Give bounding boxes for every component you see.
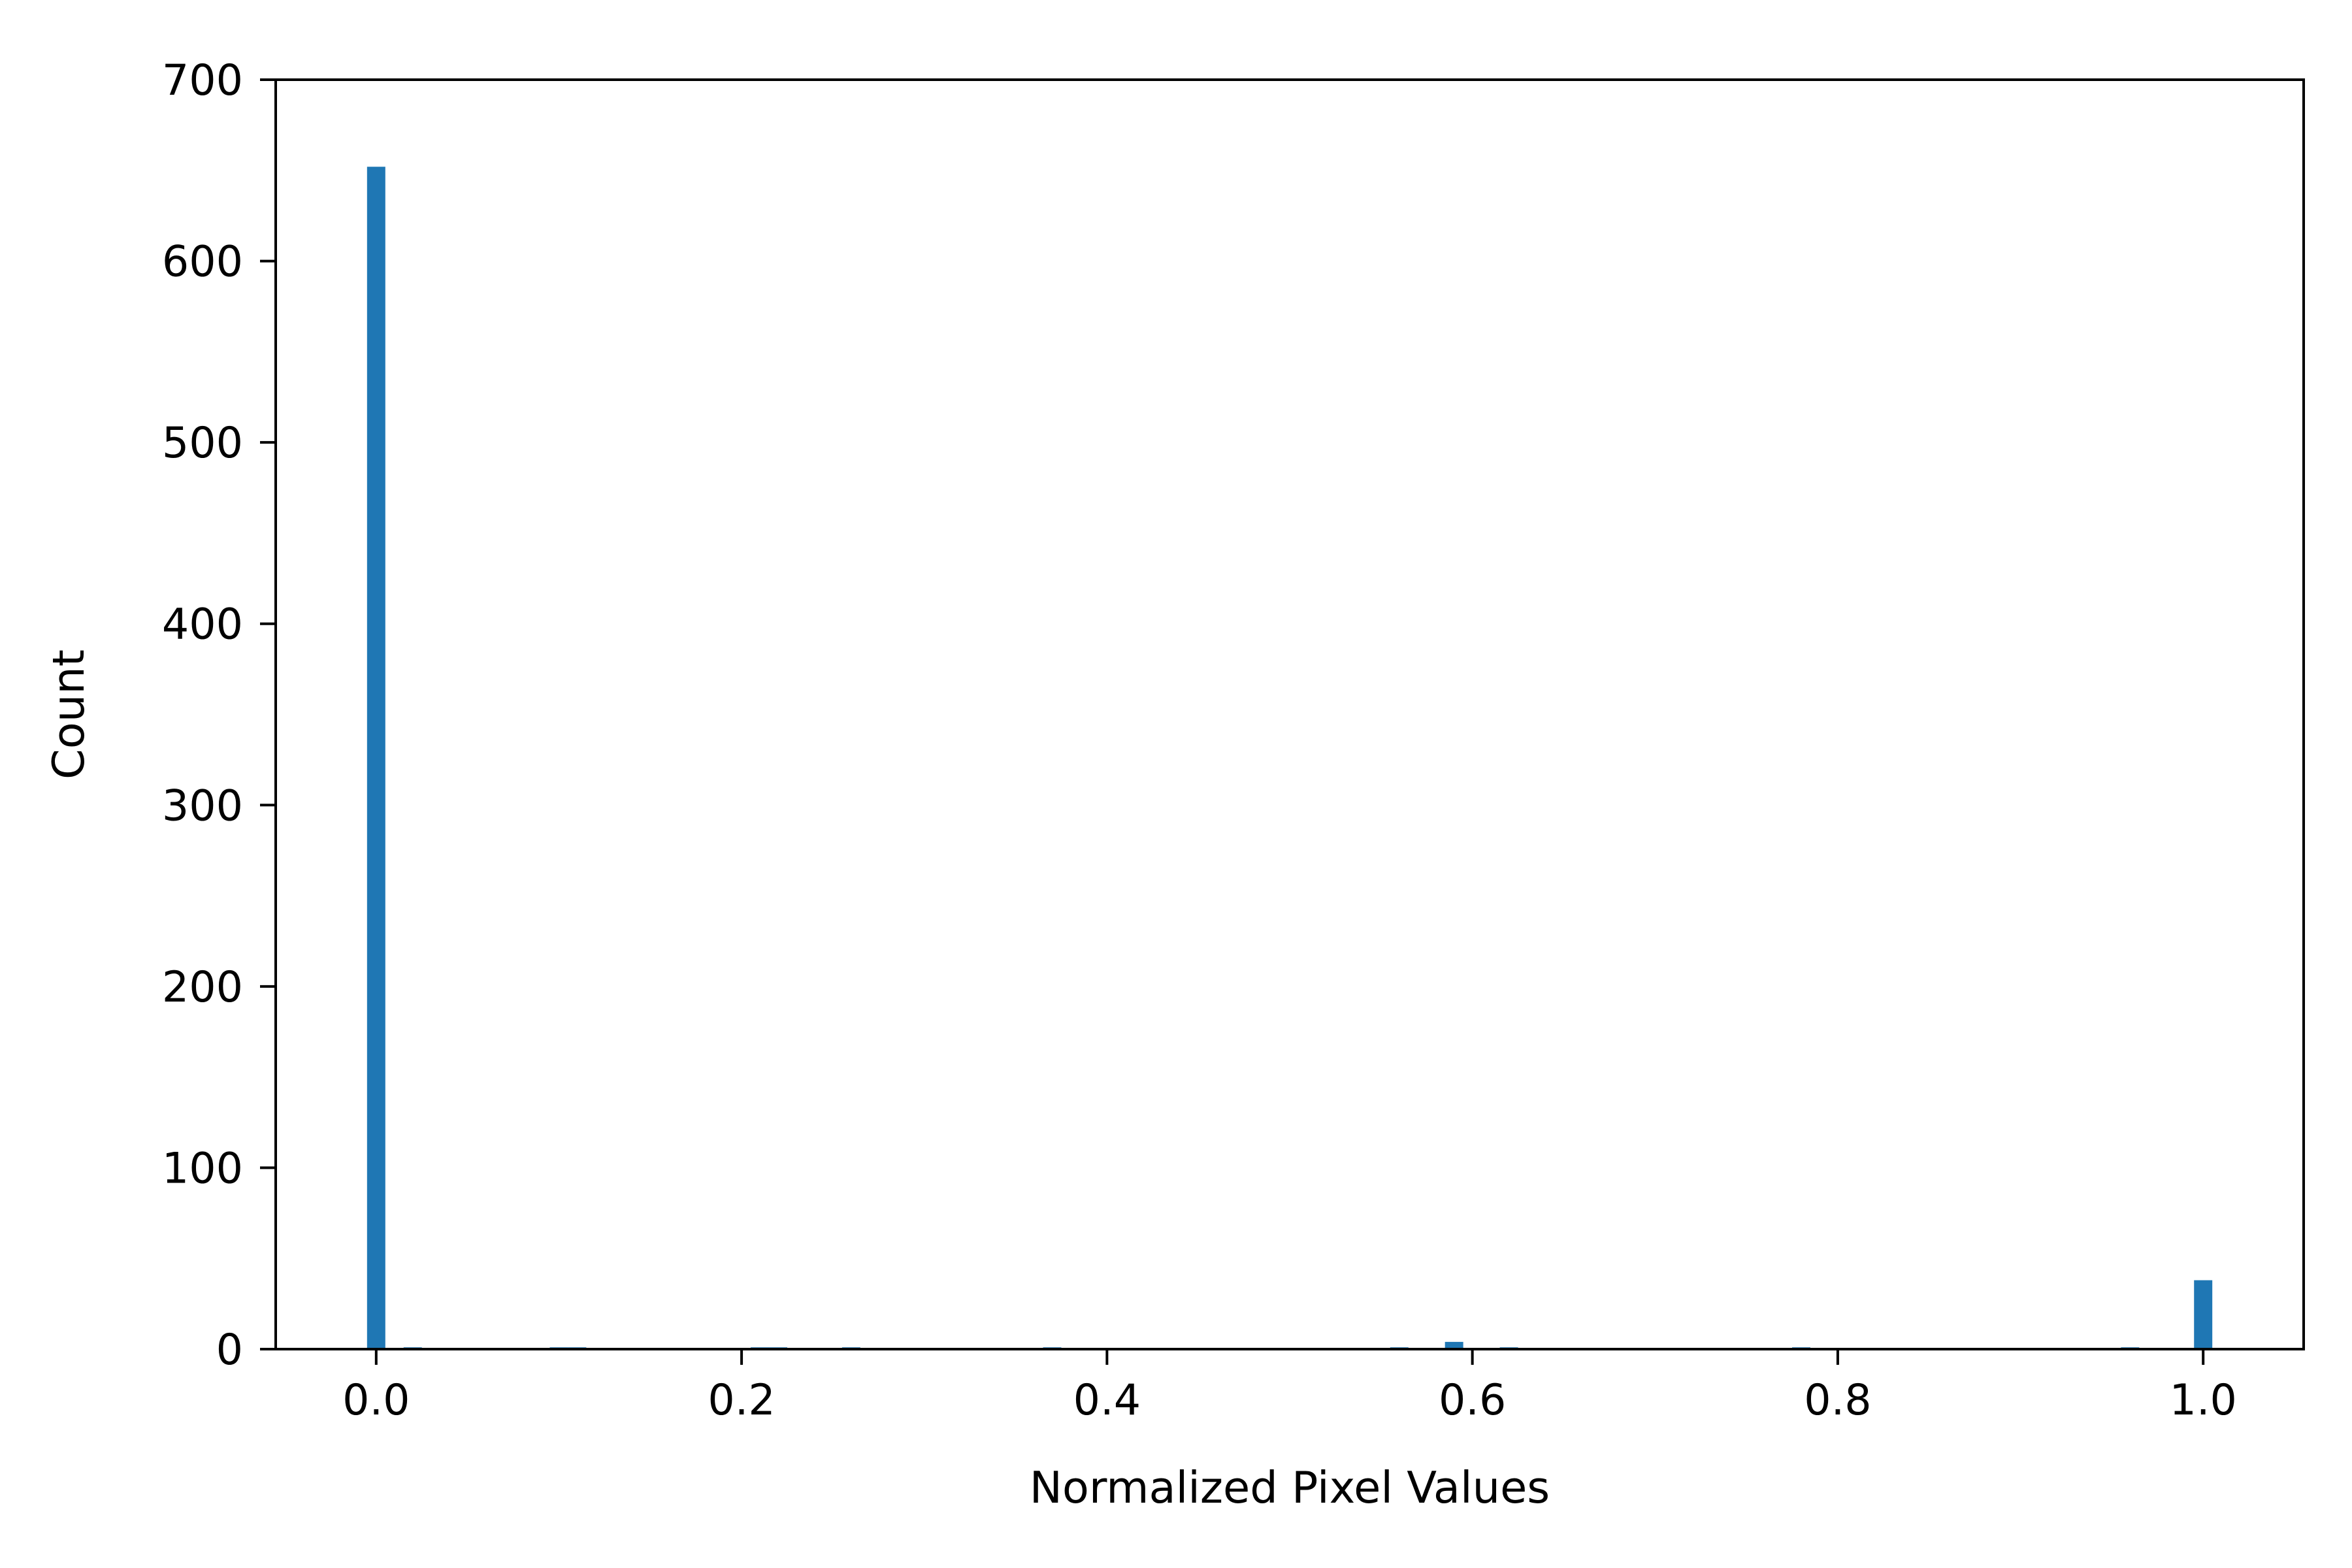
x-tick-label: 0.4 [1073, 1376, 1141, 1425]
y-tick-label: 200 [162, 963, 243, 1012]
y-tick-label: 300 [162, 781, 243, 830]
plot-frame [274, 78, 2305, 1350]
x-axis: 0.0 0.2 0.4 0.6 0.8 1.0 [342, 1349, 2237, 1425]
y-tick-label: 0 [216, 1326, 243, 1375]
histogram-bar [367, 167, 385, 1350]
histogram-bar [2194, 1280, 2213, 1349]
x-tick-label: 0.2 [708, 1376, 775, 1425]
histogram-bar [1445, 1341, 1463, 1349]
y-tick-label: 100 [162, 1144, 243, 1193]
x-tick-label: 0.0 [342, 1376, 410, 1425]
x-axis-label: Normalized Pixel Values [1030, 1462, 1550, 1513]
y-tick-label: 600 [162, 238, 243, 287]
x-tick-label: 1.0 [2170, 1376, 2237, 1425]
y-tick-label: 700 [162, 56, 243, 105]
y-tick-label: 500 [162, 419, 243, 468]
y-axis-label: Count [43, 649, 94, 779]
x-tick-label: 0.6 [1439, 1376, 1506, 1425]
y-tick-label: 400 [162, 600, 243, 649]
y-axis: 0 100 200 300 400 500 600 700 [162, 56, 276, 1375]
x-tick-label: 0.8 [1804, 1376, 1871, 1425]
